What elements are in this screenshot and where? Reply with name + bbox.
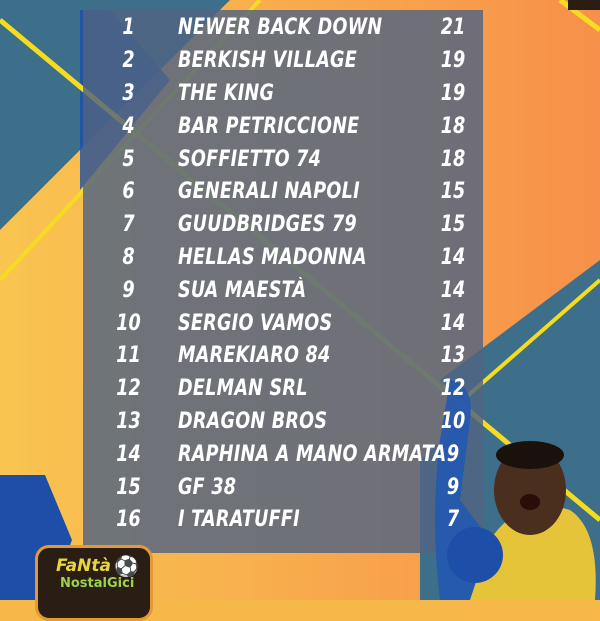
- rank: 7: [122, 212, 135, 237]
- team-name: BAR PETRICCIONE: [178, 114, 360, 139]
- points: 13: [440, 343, 466, 368]
- team-name: BERKISH VILLAGE: [178, 48, 357, 73]
- rank: 14: [116, 442, 141, 467]
- rank: 8: [122, 245, 135, 270]
- standings-panel: [83, 10, 483, 553]
- rank: 16: [116, 507, 141, 532]
- points: 21: [440, 15, 466, 40]
- logo-line-2: NostalGici: [60, 576, 135, 591]
- table-row: 7 GUUDBRIDGES 79 15: [83, 209, 483, 241]
- rank: 15: [116, 475, 141, 500]
- table-row: 10 SERGIO VAMOS 14: [83, 308, 483, 340]
- points: 15: [440, 212, 466, 237]
- team-name: THE KING: [178, 81, 275, 106]
- table-row: 6 GENERALI NAPOLI 15: [83, 176, 483, 208]
- points: 12: [440, 376, 466, 401]
- table-row: 15 GF 38 9: [83, 472, 483, 504]
- rank: 10: [116, 311, 141, 336]
- team-name: DELMAN SRL: [178, 376, 308, 401]
- table-row: 8 HELLAS MADONNA 14: [83, 242, 483, 274]
- team-name: MAREKIARO 84: [178, 343, 331, 368]
- points: 9: [446, 475, 460, 500]
- team-name: GENERALI NAPOLI: [178, 179, 360, 204]
- team-name: DRAGON BROS: [178, 409, 328, 434]
- team-name: RAPHINA A MANO ARMATA: [178, 442, 447, 467]
- table-row: 12 DELMAN SRL 12: [83, 373, 483, 405]
- table-row: 14 RAPHINA A MANO ARMATA 9: [83, 439, 483, 471]
- rank: 6: [122, 179, 135, 204]
- points: 14: [440, 278, 466, 303]
- table-row: 2 BERKISH VILLAGE 19: [83, 45, 483, 77]
- team-name: NEWER BACK DOWN: [178, 15, 383, 40]
- points: 19: [440, 48, 466, 73]
- team-name: SOFFIETTO 74: [178, 147, 322, 172]
- rank: 1: [122, 15, 135, 40]
- table-row: 4 BAR PETRICCIONE 18: [83, 111, 483, 143]
- points: 18: [440, 114, 466, 139]
- points: 10: [440, 409, 466, 434]
- player-photo: [435, 380, 596, 600]
- table-row: 16 I TARATUFFI 7: [83, 504, 483, 536]
- points: 15: [440, 179, 466, 204]
- team-name: HELLAS MADONNA: [178, 245, 367, 270]
- table-row: 13 DRAGON BROS 10: [83, 406, 483, 438]
- rank: 12: [116, 376, 141, 401]
- points: 9: [446, 442, 460, 467]
- points: 18: [440, 147, 466, 172]
- rank: 2: [122, 48, 135, 73]
- rank: 5: [122, 147, 135, 172]
- table-row: 3 THE KING 19: [83, 78, 483, 110]
- points: 19: [440, 81, 466, 106]
- fanta-nostalgici-logo: FaNtà NostalGici ⚽: [35, 545, 153, 621]
- rank: 4: [122, 114, 135, 139]
- team-name: SERGIO VAMOS: [178, 311, 333, 336]
- soccer-ball-icon: ⚽: [114, 554, 139, 578]
- points: 14: [440, 311, 466, 336]
- team-name: GF 38: [178, 475, 237, 500]
- table-row: 9 SUA MAESTÀ 14: [83, 275, 483, 307]
- rank: 13: [116, 409, 141, 434]
- points: 14: [440, 245, 466, 270]
- team-name: I TARATUFFI: [178, 507, 300, 532]
- rank: 9: [122, 278, 135, 303]
- logo-line-1: FaNtà: [56, 556, 111, 576]
- table-row: 1 NEWER BACK DOWN 21: [83, 12, 483, 44]
- table-row: 11 MAREKIARO 84 13: [83, 340, 483, 372]
- rank: 3: [122, 81, 135, 106]
- points: 7: [446, 507, 460, 532]
- rank: 11: [116, 343, 141, 368]
- table-row: 5 SOFFIETTO 74 18: [83, 144, 483, 176]
- team-name: GUUDBRIDGES 79: [178, 212, 357, 237]
- team-name: SUA MAESTÀ: [178, 278, 307, 303]
